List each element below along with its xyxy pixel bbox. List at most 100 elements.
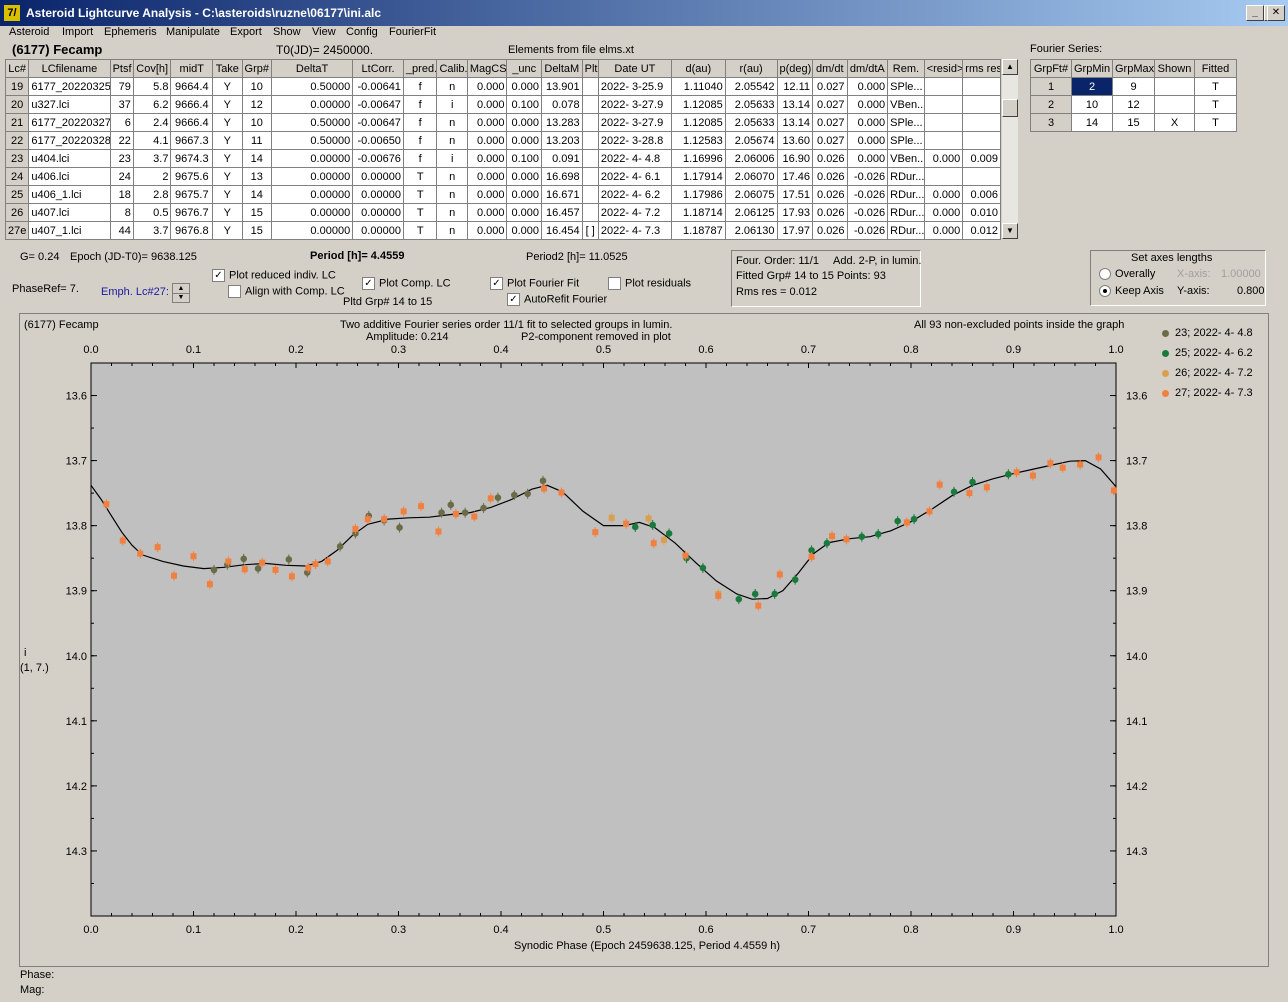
lc-col-header[interactable]: p(deg) bbox=[776, 59, 814, 78]
table-cell[interactable]: SPle... bbox=[887, 77, 925, 96]
table-cell[interactable]: 16.454 bbox=[541, 221, 583, 240]
table-cell[interactable]: 2.05542 bbox=[724, 77, 778, 96]
table-cell[interactable]: 0.010 bbox=[962, 203, 1001, 222]
cb-plot-fourier[interactable]: ✓ Plot Fourier Fit bbox=[490, 277, 579, 290]
lc-col-header[interactable]: Take bbox=[212, 59, 243, 78]
table-row[interactable]: 21 6177_20220327 6 2.4 9666.4 Y 10 0.50000 -0.00… bbox=[4, 113, 1001, 132]
table-cell[interactable]: RDur... bbox=[887, 221, 925, 240]
table-cell[interactable]: 0.00000 bbox=[352, 203, 404, 222]
menu-fourierfit[interactable]: FourierFit bbox=[389, 26, 437, 38]
table-row[interactable]: 27e u407_1.lci 44 3.7 9676.8 Y 15 0.00000 0.0000… bbox=[4, 221, 1001, 240]
table-cell[interactable]: -0.00641 bbox=[352, 77, 404, 96]
scroll-up-icon[interactable]: ▲ bbox=[1002, 59, 1018, 75]
table-cell[interactable]: 9675.7 bbox=[170, 185, 214, 204]
table-cell[interactable]: 0.00000 bbox=[352, 185, 404, 204]
scroll-thumb[interactable] bbox=[1002, 99, 1018, 117]
table-cell[interactable]: 16.90 bbox=[776, 149, 814, 168]
table-cell[interactable]: 2022- 4- 6.1 bbox=[597, 167, 672, 186]
checkbox-icon[interactable] bbox=[608, 277, 621, 290]
table-row[interactable]: 20 u327.lci 37 6.2 9666.4 Y 12 0.00000 -0.00647 f… bbox=[4, 95, 1001, 114]
table-cell[interactable]: 10 bbox=[241, 77, 272, 96]
table-cell[interactable]: u407_1.lci bbox=[28, 221, 111, 240]
table-cell[interactable]: 2.05633 bbox=[724, 95, 778, 114]
table-cell[interactable]: 2022- 4- 7.2 bbox=[597, 203, 672, 222]
table-cell[interactable]: u406.lci bbox=[28, 167, 111, 186]
table-cell[interactable]: 0.000 bbox=[846, 131, 889, 150]
period2-value[interactable]: Period2 [h]= 11.0525 bbox=[526, 251, 628, 263]
table-cell[interactable]: 13.14 bbox=[776, 95, 814, 114]
row-header[interactable]: 26 bbox=[4, 203, 30, 222]
menu-view[interactable]: View bbox=[312, 26, 336, 38]
table-cell[interactable]: 0.00000 bbox=[352, 221, 404, 240]
spin-up-icon[interactable]: ▲ bbox=[173, 284, 189, 294]
table-cell[interactable]: 37 bbox=[109, 95, 134, 114]
table-cell[interactable]: 1.16996 bbox=[670, 149, 726, 168]
table-cell[interactable]: 12 bbox=[1112, 95, 1155, 114]
row-header[interactable]: 20 bbox=[4, 95, 30, 114]
table-cell[interactable]: T bbox=[1194, 113, 1237, 132]
row-header[interactable]: 24 bbox=[4, 167, 30, 186]
period-value[interactable]: Period [h]= 4.4559 bbox=[310, 250, 405, 262]
table-cell[interactable]: -0.00647 bbox=[352, 95, 404, 114]
table-cell[interactable]: 0.026 bbox=[812, 203, 848, 222]
menu-config[interactable]: Config bbox=[346, 26, 378, 38]
lc-col-header[interactable]: Lc# bbox=[4, 59, 30, 78]
table-cell[interactable]: 13.203 bbox=[541, 131, 583, 150]
table-cell[interactable]: 0.026 bbox=[812, 221, 848, 240]
table-cell[interactable]: 2.06075 bbox=[724, 185, 778, 204]
table-cell[interactable]: n bbox=[436, 221, 468, 240]
table-scrollbar[interactable]: ▲ ▼ bbox=[1002, 59, 1018, 239]
menu-export[interactable]: Export bbox=[230, 26, 262, 38]
cb-plot-comp[interactable]: ✓ Plot Comp. LC bbox=[362, 277, 451, 290]
lc-col-header[interactable]: Rem. bbox=[887, 59, 925, 78]
table-cell[interactable]: 1.12583 bbox=[670, 131, 726, 150]
table-cell[interactable]: 1.11040 bbox=[670, 77, 726, 96]
fs-col-header[interactable]: GrpMax bbox=[1112, 59, 1155, 78]
table-cell[interactable]: 15 bbox=[1112, 113, 1155, 132]
table-cell[interactable]: 2022- 3-27.9 bbox=[597, 95, 672, 114]
table-cell[interactable]: 0.000 bbox=[506, 203, 542, 222]
table-row[interactable]: 22 6177_20220328 22 4.1 9667.3 Y 11 0.50000 -0.0… bbox=[4, 131, 1001, 150]
table-cell[interactable]: 0.000 bbox=[466, 113, 508, 132]
app-icon[interactable]: 7/ bbox=[4, 5, 20, 21]
lc-col-header[interactable]: Date UT bbox=[597, 59, 672, 78]
table-cell[interactable]: 12.11 bbox=[776, 77, 814, 96]
table-cell[interactable]: -0.00650 bbox=[352, 131, 404, 150]
table-row[interactable]: 23 u404.lci 23 3.7 9674.3 Y 14 0.00000 -0.00676 f… bbox=[4, 149, 1001, 168]
cb-autorefit[interactable]: ✓ AutoRefit Fourier bbox=[507, 293, 607, 306]
table-cell[interactable]: -0.026 bbox=[846, 203, 889, 222]
table-row[interactable]: 19 6177_20220325 79 5.8 9664.4 Y 10 0.50000 -0.0… bbox=[4, 77, 1001, 96]
table-cell[interactable]: 0.027 bbox=[812, 77, 848, 96]
row-header[interactable]: 1 bbox=[1030, 77, 1072, 96]
table-cell[interactable]: 0.000 bbox=[466, 167, 508, 186]
table-cell[interactable]: 0.000 bbox=[466, 185, 508, 204]
checkbox-icon[interactable] bbox=[228, 285, 241, 298]
table-cell[interactable]: 17.51 bbox=[776, 185, 814, 204]
table-cell[interactable]: 0.000 bbox=[846, 113, 889, 132]
table-cell[interactable]: 0.000 bbox=[466, 221, 508, 240]
table-cell[interactable]: 2.06006 bbox=[724, 149, 778, 168]
emph-spinner[interactable]: ▲ ▼ bbox=[172, 283, 190, 303]
lc-col-header[interactable]: dm/dt bbox=[812, 59, 848, 78]
table-cell[interactable]: 0.00000 bbox=[270, 149, 354, 168]
lc-col-header[interactable]: LtCorr. bbox=[352, 59, 404, 78]
table-cell[interactable]: 44 bbox=[109, 221, 134, 240]
table-cell[interactable]: T bbox=[402, 221, 438, 240]
table-cell[interactable]: 2022- 4- 7.3 bbox=[597, 221, 672, 240]
xaxis-value[interactable]: 1.00000 bbox=[1221, 268, 1261, 280]
fs-col-header[interactable]: Fitted bbox=[1194, 59, 1237, 78]
fs-col-header[interactable]: Shown bbox=[1154, 59, 1195, 78]
table-cell[interactable]: 13.14 bbox=[776, 113, 814, 132]
table-cell[interactable]: 0.000 bbox=[846, 77, 889, 96]
lc-col-header[interactable]: Cov[h] bbox=[132, 59, 172, 78]
table-cell[interactable]: 1.18787 bbox=[670, 221, 726, 240]
table-cell[interactable]: [ ] bbox=[581, 221, 599, 240]
table-cell[interactable]: 16.671 bbox=[541, 185, 583, 204]
table-cell[interactable]: -0.00647 bbox=[352, 113, 404, 132]
table-cell[interactable]: 0.012 bbox=[962, 221, 1001, 240]
checkbox-icon[interactable]: ✓ bbox=[507, 293, 520, 306]
lc-col-header[interactable]: Calib. bbox=[436, 59, 468, 78]
checkbox-icon[interactable]: ✓ bbox=[490, 277, 503, 290]
table-cell[interactable]: 0.50000 bbox=[270, 131, 354, 150]
